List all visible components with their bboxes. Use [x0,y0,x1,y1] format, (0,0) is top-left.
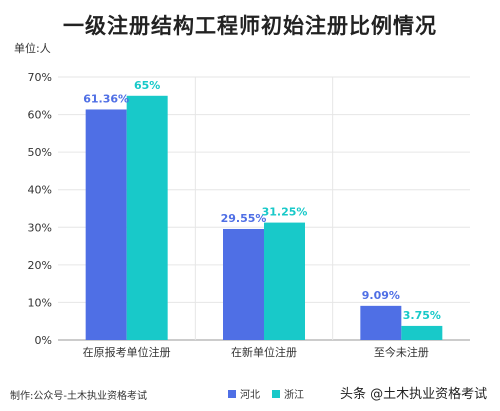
bar-zhejiang [126,95,168,341]
y-axis-tick-labels: 0% 10% 20% 30% 40% 50% 60% 70% [28,71,52,347]
chart-title: 一级注册结构工程师初始注册比例情况 [63,14,437,38]
y-tick-label: 30% [28,221,52,234]
y-tick-label: 20% [28,259,52,272]
bar-hebei [223,228,264,340]
data-label: 29.55% [221,212,267,225]
data-label: 61.36% [83,92,129,105]
x-category-label: 在原报考单位注册 [83,345,171,359]
data-label: 65% [134,79,160,92]
y-tick-label: 0% [35,334,52,347]
bar-hebei [85,109,127,340]
y-tick-label: 40% [28,184,52,197]
legend-swatch-zhejiang [272,389,280,398]
bars-layer [85,95,443,341]
legend-label-hebei: 河北 [240,390,260,401]
bar-zhejiang [264,222,305,340]
y-tick-label: 10% [28,296,52,309]
data-label: 3.75% [403,309,441,322]
x-category-label: 至今未注册 [374,345,429,359]
x-category-label: 在新单位注册 [231,345,297,359]
data-label: 31.25% [262,206,308,219]
watermark: 头条 @土木执业资格考试 [340,387,488,402]
bar-zhejiang [401,325,443,340]
legend-label-zhejiang: 浙江 [284,390,304,401]
data-label: 9.09% [362,289,400,302]
x-axis-category-labels: 在原报考单位注册 在新单位注册 至今未注册 [83,345,429,359]
unit-label: 单位:人 [14,42,51,55]
bar-hebei [360,305,402,340]
y-tick-label: 60% [28,109,52,122]
data-labels-layer: 61.36% 65% 29.55%31.25% 9.09%3.75% [83,79,441,322]
legend-swatch-hebei [228,389,236,398]
y-tick-label: 70% [28,71,52,84]
y-tick-label: 50% [28,146,52,159]
legend: 河北 浙江 [220,386,304,401]
source-note: 制作:公众号-土木执业资格考试 [10,391,147,402]
